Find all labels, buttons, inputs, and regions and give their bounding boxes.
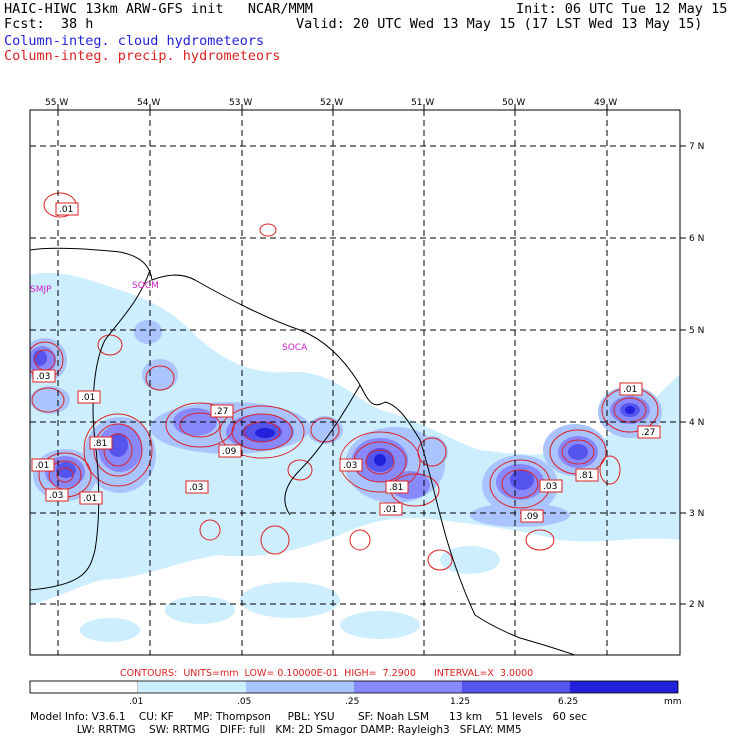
station-label-smjp: SMJP xyxy=(30,285,52,295)
contour-label: .03 xyxy=(189,483,203,493)
model-info-line2: LW: RRTMG SW: RRTMG DIFF: full KM: 2D Sm… xyxy=(30,724,522,736)
contour-label: .01 xyxy=(59,205,73,215)
contour-label: .27 xyxy=(641,428,655,438)
lat-lon-grid xyxy=(30,110,680,655)
contour-label: .81 xyxy=(389,483,403,493)
contour-label: .09 xyxy=(524,512,539,522)
contour-label: .01 xyxy=(83,494,97,504)
hydrometeor-shading xyxy=(30,110,680,655)
color-legend xyxy=(29,680,679,694)
contour-label: .27 xyxy=(214,407,228,417)
contour-label: .03 xyxy=(49,491,63,501)
legend-tick: 6.25 xyxy=(558,697,578,707)
contour-label: .03 xyxy=(543,482,557,492)
precip-field-title: Column-integ. precip. hydrometeors xyxy=(4,48,281,64)
model-info-line1: Model Info: V3.6.1 CU: KF MP: Thompson P… xyxy=(30,711,587,723)
lon-label: 51 W xyxy=(411,98,434,108)
model-title: HAIC-HIWC 13km ARW-GFS init NCAR/MMM xyxy=(4,1,313,17)
lat-label: 4 N xyxy=(689,418,704,428)
contour-label: .01 xyxy=(81,393,95,403)
lon-label: 52 W xyxy=(320,98,343,108)
lat-label: 3 N xyxy=(689,509,704,519)
legend-tick: .05 xyxy=(237,697,251,707)
station-label-socm: SOCM xyxy=(132,281,159,291)
contour-label: .01 xyxy=(383,505,397,515)
lon-label: 49 W xyxy=(594,98,617,108)
valid-time: Valid: 20 UTC Wed 13 May 15 (17 LST Wed … xyxy=(296,16,703,32)
lon-label: 55 W xyxy=(45,98,68,108)
station-label-soca: SOCA xyxy=(282,343,308,353)
map-border xyxy=(29,109,681,656)
lon-label: 53 W xyxy=(229,98,252,108)
lat-label: 5 N xyxy=(689,326,704,336)
contour-label: .01 xyxy=(35,461,49,471)
legend-tick: .01 xyxy=(129,697,143,707)
contour-label: .81 xyxy=(579,471,593,481)
axis-ticks xyxy=(57,104,686,605)
lon-label: 54 W xyxy=(137,98,160,108)
legend-tick: 1.25 xyxy=(450,697,470,707)
contour-label: .09 xyxy=(222,447,237,457)
contour-label: .03 xyxy=(343,461,357,471)
lat-label: 6 N xyxy=(689,234,704,244)
lat-label: 7 N xyxy=(689,142,704,152)
forecast-hour: Fcst: 38 h xyxy=(4,16,94,32)
legend-units: mm xyxy=(664,697,682,707)
contour-labels: .01 .03 .01 .81 .27 .09 .03 .01 .03 .81 … xyxy=(31,202,661,523)
lon-label: 50 W xyxy=(502,98,525,108)
init-time: Init: 06 UTC Tue 12 May 15 xyxy=(516,1,728,17)
legend-tick: .25 xyxy=(345,697,359,707)
cloud-field-title: Column-integ. cloud hydrometeors xyxy=(4,33,265,49)
contours-info: CONTOURS: UNITS=mm LOW= 0.10000E-01 HIGH… xyxy=(120,668,534,679)
contour-label: .01 xyxy=(623,385,637,395)
contour-label: .81 xyxy=(93,439,107,449)
contour-label: .03 xyxy=(36,372,50,382)
lat-label: 2 N xyxy=(689,600,704,610)
